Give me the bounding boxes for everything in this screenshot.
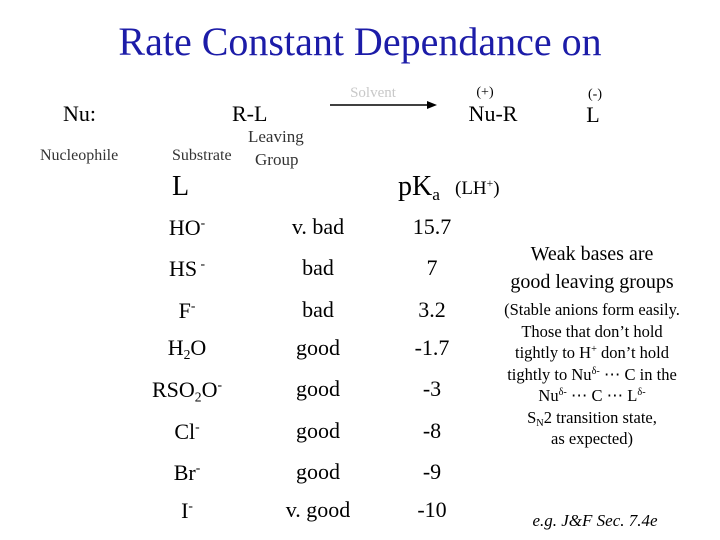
pka-value: -3 — [422, 376, 442, 401]
leaving-group-label: Group — [255, 150, 299, 169]
pka-value: -8 — [422, 418, 442, 443]
column-header: L — [172, 171, 190, 202]
text-segment: ⋯ C ⋯ L — [566, 386, 638, 406]
text-segment: K — [412, 171, 433, 202]
note-line: tightly to Nuδ- ⋯ C in the — [507, 364, 677, 384]
note-line: SN2 transition state, — [527, 407, 657, 429]
substrate-label: Substrate — [172, 147, 232, 164]
text-segment: Cl — [174, 419, 196, 445]
text-segment: F — [178, 298, 191, 324]
text-segment: δ- — [591, 365, 600, 377]
text-segment: as expected) — [551, 429, 633, 448]
nucleophile-symbol: Nu: — [63, 101, 96, 126]
text-segment: Br — [173, 460, 196, 486]
quality: v. bad — [291, 214, 345, 239]
text-segment: - — [217, 377, 223, 392]
pka-value: 3.2 — [418, 297, 446, 322]
leaving-group: Br- — [174, 461, 201, 484]
text-segment: p — [398, 171, 412, 202]
text-segment: + — [486, 177, 494, 190]
note-line: Nuδ- ⋯ C ⋯ Lδ- — [538, 386, 646, 406]
quality: good — [296, 459, 340, 484]
arrow-head — [427, 101, 437, 109]
quality: good — [296, 376, 340, 401]
text-segment: I — [181, 498, 189, 524]
leaving-charge: (-) — [588, 87, 602, 102]
text-segment: O — [190, 335, 207, 360]
leaving-group: F- — [179, 299, 196, 322]
pka-value: -10 — [417, 497, 447, 522]
note-line: tightly to H+ don’t hold — [515, 343, 669, 363]
solvent: Solvent — [350, 85, 396, 101]
leaving-group: H2O — [168, 337, 207, 362]
text-segment: - — [200, 215, 206, 230]
text-segment: H — [167, 335, 184, 360]
product: Nu-R — [468, 101, 518, 126]
text-segment: tightly to H — [515, 343, 592, 363]
text-segment: - — [197, 256, 206, 271]
leaving-group: Cl- — [174, 420, 199, 443]
title: Rate Constant Dependance on — [118, 19, 602, 64]
leaving-group: I- — [181, 499, 193, 522]
substrate-symbol: R-L — [232, 101, 268, 126]
pka-value: 7 — [426, 255, 438, 280]
quality: v. good — [285, 497, 351, 522]
text-segment: (Stable anions form easily. — [504, 300, 680, 319]
reference: e.g. J&F Sec. 7.4e — [532, 511, 658, 530]
reaction-arrow — [330, 101, 437, 109]
note-line: Those that don’t hold — [521, 321, 663, 341]
text-segment: δ- — [558, 387, 567, 398]
text-segment: RSO — [151, 377, 195, 403]
text-segment: 2 — [194, 389, 202, 405]
text-segment: ) — [493, 178, 500, 200]
text-segment: O — [201, 377, 218, 403]
quality: good — [296, 418, 340, 443]
column-header: pKa — [398, 173, 440, 204]
text-segment: N — [536, 417, 544, 429]
text-segment: 2 — [183, 347, 191, 363]
pka-value: -9 — [422, 459, 442, 484]
text-segment: 2 transition state, — [543, 407, 657, 427]
text-segment: + — [591, 344, 597, 355]
leaving-group: HS - — [169, 257, 205, 280]
note-headline: Weak bases are — [530, 243, 654, 265]
pka-value: -1.7 — [414, 335, 450, 360]
leaving-group-label: Leaving — [248, 127, 304, 146]
text-segment: S — [527, 407, 537, 427]
quality: good — [296, 335, 340, 360]
column-header-note: (LH+) — [455, 178, 500, 198]
note-line: as expected) — [551, 429, 633, 448]
note-line: (Stable anions form easily. — [504, 300, 680, 319]
text-segment: - — [188, 498, 193, 513]
text-segment: HO — [168, 215, 201, 241]
text-segment: ⋯ C in the — [599, 364, 677, 384]
leaving-group: HO- — [169, 216, 205, 239]
text-segment: HS — [168, 256, 198, 282]
leaving-group: RSO2O- — [152, 378, 222, 404]
product-charge: (+) — [476, 85, 494, 100]
nucleophile-label: Nucleophile — [40, 147, 119, 164]
text-segment: a — [432, 185, 440, 205]
leaving-symbol: L — [586, 102, 600, 127]
text-segment: δ- — [637, 387, 646, 398]
text-segment: Nu — [538, 386, 559, 406]
text-segment: tightly to Nu — [507, 364, 592, 384]
pka-value: 15.7 — [412, 214, 452, 239]
text-segment: - — [195, 460, 201, 475]
text-segment: don’t hold — [596, 343, 669, 363]
text-segment: Those that don’t hold — [521, 321, 663, 341]
note-headline: good leaving groups — [510, 271, 674, 293]
text-segment: (LH — [455, 178, 487, 200]
quality: bad — [302, 255, 334, 280]
quality: bad — [302, 297, 334, 322]
text-segment: - — [195, 419, 200, 434]
text-segment: - — [190, 298, 196, 313]
